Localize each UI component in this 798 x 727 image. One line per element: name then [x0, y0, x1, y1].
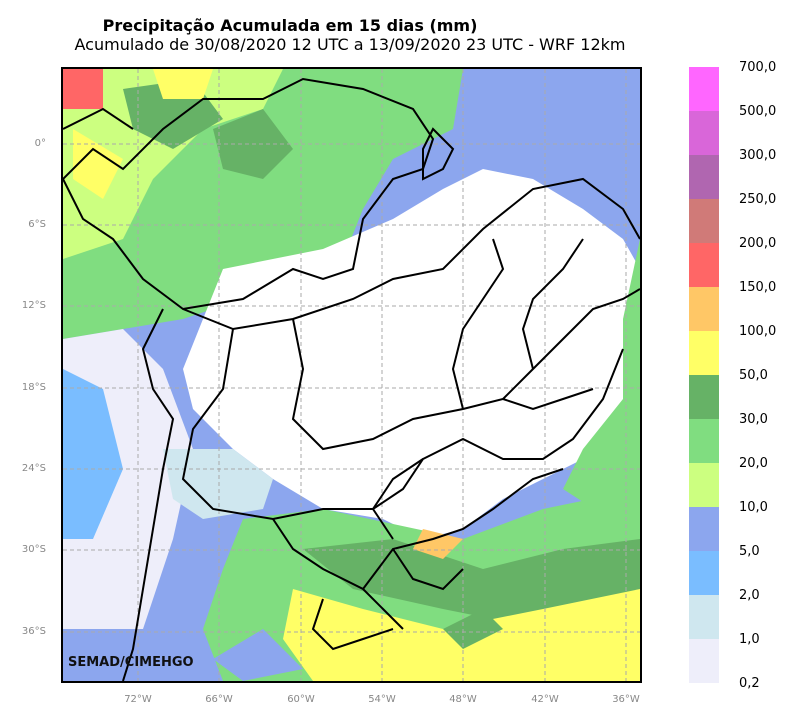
colorbar-label: 10,0 — [739, 500, 768, 515]
colorbar-swatch — [689, 463, 719, 507]
colorbar-label: 150,0 — [739, 280, 777, 295]
political-borders — [63, 77, 640, 681]
colorbar-swatch — [689, 243, 719, 287]
colorbar-label: 50,0 — [739, 368, 768, 383]
colorbar-label: 1,0 — [739, 632, 760, 647]
colorbar-swatch — [689, 199, 719, 243]
northwest-light-rain — [63, 69, 283, 259]
colorbar-label: 100,0 — [739, 324, 777, 339]
colorbar-label: 20,0 — [739, 456, 768, 471]
southwest-trace-rain — [163, 449, 273, 519]
colorbar-swatch — [689, 331, 719, 375]
lon-label-48w: 48°W — [449, 694, 477, 705]
colorbar-swatch — [689, 595, 719, 639]
colorbar-swatch — [689, 507, 719, 551]
colorbar-label: 250,0 — [739, 192, 777, 207]
map-title: Precipitação Acumulada em 15 dias (mm) — [102, 16, 478, 35]
south-very-heavy-spot — [413, 529, 463, 559]
colorbar-label: 2,0 — [739, 588, 760, 603]
map-canvas — [63, 69, 640, 681]
northwest-heavy-rain — [153, 69, 213, 99]
colorbar-label: 200,0 — [739, 236, 777, 251]
lon-label-60w: 60°W — [287, 694, 315, 705]
colorbar-label: 30,0 — [739, 412, 768, 427]
map-subtitle: Acumulado de 30/08/2020 12 UTC a 13/09/2… — [74, 35, 626, 54]
colorbar-swatch — [689, 551, 719, 595]
lat-label-24s: 24°S — [21, 463, 46, 474]
colorbar-swatch — [689, 375, 719, 419]
dry-central-area — [183, 169, 640, 539]
graticule — [63, 69, 640, 681]
colorbar-label: 0,2 — [739, 676, 760, 691]
argentina-light-rain — [213, 629, 303, 681]
west-heavy-rain — [73, 129, 123, 199]
lon-label-36w: 36°W — [612, 694, 640, 705]
lon-label-54w: 54°W — [368, 694, 396, 705]
pacific-light-rain — [63, 369, 123, 539]
colorbar-swatch — [689, 287, 719, 331]
credit-label: SEMAD/CIMEHGO — [68, 655, 194, 670]
east-coast-rain — [563, 239, 640, 539]
lon-label-66w: 66°W — [205, 694, 233, 705]
colorbar-label: 700,0 — [739, 60, 777, 75]
colorbar-swatch — [689, 419, 719, 463]
lat-label-18s: 18°S — [21, 382, 46, 393]
colorbar-swatch — [689, 155, 719, 199]
northwest-very-heavy-rain — [63, 69, 103, 109]
lat-label-30s: 30°S — [21, 544, 46, 555]
colorbar-swatch — [689, 111, 719, 155]
uruguay-moderate — [443, 609, 503, 649]
lat-label-36s: 36°S — [21, 626, 46, 637]
lat-label-12s: 12°S — [21, 300, 46, 311]
colorbar — [689, 67, 719, 683]
lon-label-42w: 42°W — [531, 694, 559, 705]
precipitation-map — [61, 67, 642, 683]
colorbar-label: 300,0 — [739, 148, 777, 163]
colorbar-label: 500,0 — [739, 104, 777, 119]
lat-label-0: 0° — [34, 138, 46, 149]
lat-label-6s: 6°S — [28, 219, 46, 230]
lon-label-72w: 72°W — [124, 694, 152, 705]
colorbar-swatch — [689, 639, 719, 683]
colorbar-label: 5,0 — [739, 544, 760, 559]
colorbar-swatch — [689, 67, 719, 111]
